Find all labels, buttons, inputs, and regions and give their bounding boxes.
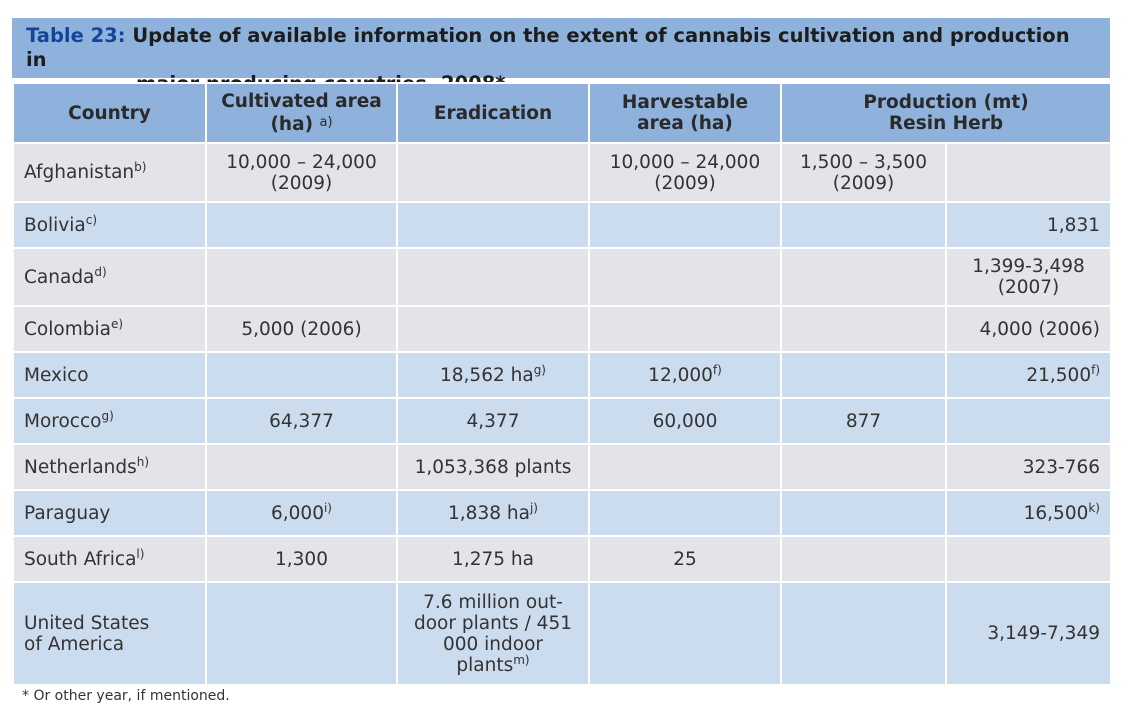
cell-harvestable: 25 xyxy=(588,535,782,583)
cell-resin xyxy=(780,247,947,307)
data-table: Country Cultivated area (ha) a) Eradicat… xyxy=(12,82,1112,686)
cell-resin: 877 xyxy=(780,397,947,445)
cell-harvestable: 12,000f) xyxy=(588,351,782,399)
cell-harvestable xyxy=(588,581,782,686)
header-eradication: Eradication xyxy=(396,82,590,144)
table-row: Canadad) 1,399-3,498 (2007) xyxy=(12,247,1112,307)
cell-cultivated xyxy=(205,201,398,249)
cell-harvestable xyxy=(588,247,782,307)
table-row: Netherlandsh) 1,053,368 plants 323-766 xyxy=(12,443,1112,491)
header-country: Country xyxy=(12,82,207,144)
cell-herb xyxy=(945,535,1112,583)
cell-resin: 1,500 – 3,500 (2009) xyxy=(780,142,947,203)
table-row: Paraguay 6,000i) 1,838 haj) 16,500k) xyxy=(12,489,1112,537)
cell-country: Mexico xyxy=(12,351,207,399)
cell-cultivated: 5,000 (2006) xyxy=(205,305,398,353)
cell-herb: 1,399-3,498 (2007) xyxy=(945,247,1112,307)
cell-herb xyxy=(945,397,1112,445)
cell-eradication: 1,275 ha xyxy=(396,535,590,583)
header-cultivated-area: Cultivated area (ha) a) xyxy=(205,82,398,144)
cell-cultivated xyxy=(205,351,398,399)
table-number: Table 23: xyxy=(26,24,126,47)
cell-eradication: 18,562 hag) xyxy=(396,351,590,399)
cell-resin xyxy=(780,351,947,399)
cell-herb: 1,831 xyxy=(945,201,1112,249)
cell-country: Colombiae) xyxy=(12,305,207,353)
table-title-line1: Update of available information on the e… xyxy=(26,24,1070,71)
table-row: Boliviac) 1,831 xyxy=(12,201,1112,249)
cell-eradication xyxy=(396,142,590,203)
table-title: Table 23: Update of available informatio… xyxy=(12,18,1110,95)
cell-resin xyxy=(780,535,947,583)
cell-eradication: 1,838 haj) xyxy=(396,489,590,537)
cell-eradication xyxy=(396,201,590,249)
cell-herb: 4,000 (2006) xyxy=(945,305,1112,353)
cell-country: South Africal) xyxy=(12,535,207,583)
cell-eradication: 1,053,368 plants xyxy=(396,443,590,491)
table-row: Colombiae) 5,000 (2006) 4,000 (2006) xyxy=(12,305,1112,353)
table-footnote: * Or other year, if mentioned. xyxy=(22,688,230,704)
cell-cultivated: 6,000i) xyxy=(205,489,398,537)
cell-herb: 21,500f) xyxy=(945,351,1112,399)
cell-harvestable xyxy=(588,489,782,537)
cell-resin xyxy=(780,489,947,537)
cell-herb: 3,149-7,349 xyxy=(945,581,1112,686)
cell-country: Canadad) xyxy=(12,247,207,307)
cell-country: Boliviac) xyxy=(12,201,207,249)
header-row: Country Cultivated area (ha) a) Eradicat… xyxy=(12,82,1112,144)
cell-harvestable xyxy=(588,305,782,353)
cell-country: Afghanistanb) xyxy=(12,142,207,203)
cell-resin xyxy=(780,305,947,353)
header-harvestable-area: Harvestable area (ha) xyxy=(588,82,782,144)
cell-harvestable: 60,000 xyxy=(588,397,782,445)
cell-cultivated: 64,377 xyxy=(205,397,398,445)
table-row: Afghanistanb) 10,000 – 24,000 (2009) 10,0… xyxy=(12,142,1112,203)
cell-cultivated: 1,300 xyxy=(205,535,398,583)
cell-herb: 16,500k) xyxy=(945,489,1112,537)
cell-resin xyxy=(780,201,947,249)
cell-country: Paraguay xyxy=(12,489,207,537)
cell-cultivated xyxy=(205,581,398,686)
cell-eradication xyxy=(396,247,590,307)
table-row: United States of America 7.6 million out-… xyxy=(12,581,1112,686)
cell-cultivated: 10,000 – 24,000 (2009) xyxy=(205,142,398,203)
cell-cultivated xyxy=(205,247,398,307)
cell-country: Moroccog) xyxy=(12,397,207,445)
cell-cultivated xyxy=(205,443,398,491)
table-row: Mexico 18,562 hag) 12,000f) 21,500f) xyxy=(12,351,1112,399)
table-row: Moroccog) 64,377 4,377 60,000 877 xyxy=(12,397,1112,445)
cell-resin xyxy=(780,581,947,686)
cell-eradication: 4,377 xyxy=(396,397,590,445)
cell-resin xyxy=(780,443,947,491)
cell-harvestable xyxy=(588,201,782,249)
cell-harvestable xyxy=(588,443,782,491)
cell-herb xyxy=(945,142,1112,203)
table-row: South Africal) 1,300 1,275 ha 25 xyxy=(12,535,1112,583)
cell-country: United States of America xyxy=(12,581,207,686)
cell-eradication xyxy=(396,305,590,353)
cell-harvestable: 10,000 – 24,000 (2009) xyxy=(588,142,782,203)
cell-herb: 323-766 xyxy=(945,443,1112,491)
cell-eradication: 7.6 million out- door plants / 451 000 i… xyxy=(396,581,590,686)
cell-country: Netherlandsh) xyxy=(12,443,207,491)
header-production: Production (mt) Resin Herb xyxy=(780,82,1112,144)
